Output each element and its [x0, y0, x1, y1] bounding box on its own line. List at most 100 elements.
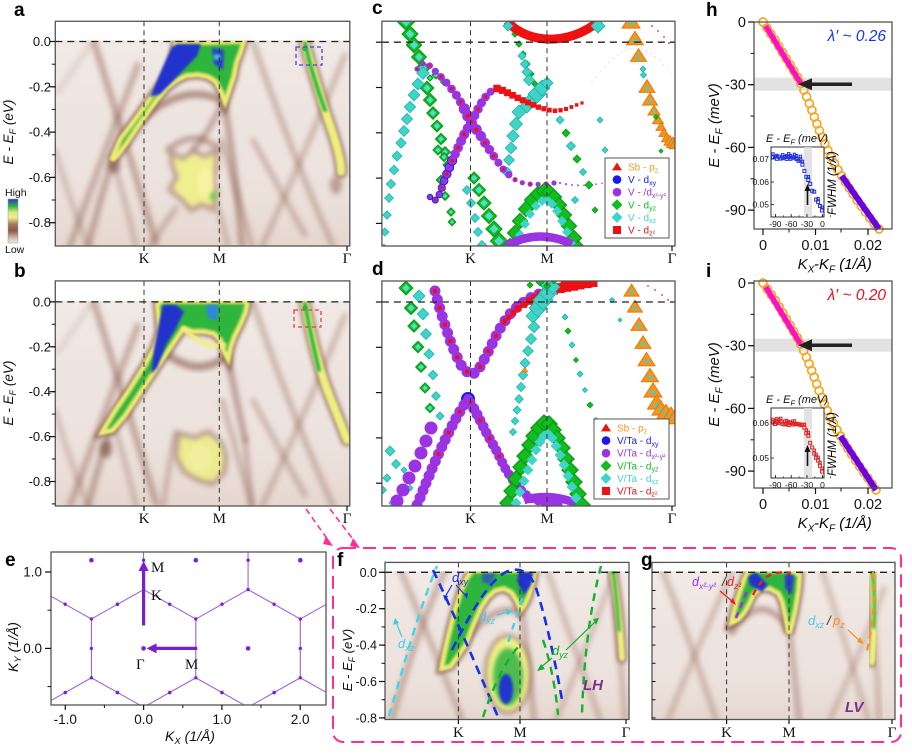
svg-text:0.07: 0.07 — [752, 154, 769, 164]
svg-text:V/Ta - dxz: V/Ta - dxz — [617, 474, 659, 486]
svg-text:LV: LV — [845, 699, 865, 716]
svg-text:Low: Low — [5, 244, 25, 256]
svg-text:M: M — [213, 511, 226, 527]
svg-text:-0.4: -0.4 — [29, 125, 51, 140]
svg-text:0.01: 0.01 — [801, 238, 829, 254]
svg-text:0.02: 0.02 — [854, 238, 882, 254]
svg-text:0.06: 0.06 — [752, 418, 769, 428]
svg-text:i: i — [706, 261, 711, 282]
svg-text:Γ: Γ — [888, 725, 897, 741]
svg-text:V/Ta - dxy: V/Ta - dxy — [617, 436, 659, 448]
svg-text:2.0: 2.0 — [291, 712, 310, 727]
svg-text:-KF (1/Å): -KF (1/Å) — [814, 515, 872, 534]
svg-text:-0.4: -0.4 — [29, 384, 51, 399]
svg-text:K: K — [453, 725, 464, 741]
svg-text:-60: -60 — [785, 219, 798, 229]
svg-text:0.05: 0.05 — [752, 200, 769, 210]
svg-text:0: 0 — [759, 497, 767, 513]
svg-text:M: M — [540, 511, 553, 527]
svg-text:-90: -90 — [769, 219, 782, 229]
svg-text:-0.8: -0.8 — [29, 215, 51, 230]
svg-text:-0.2: -0.2 — [355, 602, 377, 616]
svg-text:c: c — [372, 0, 383, 19]
svg-text:-0.2: -0.2 — [29, 339, 51, 354]
svg-text:V/Ta - dyz: V/Ta - dyz — [617, 461, 659, 473]
svg-text:KX: KX — [798, 256, 816, 275]
svg-text:0.05: 0.05 — [752, 453, 769, 463]
svg-text:K: K — [465, 511, 476, 527]
svg-text:h: h — [706, 0, 718, 21]
svg-text:E - EF (meV): E - EF (meV) — [706, 342, 725, 427]
svg-text:-1.0: -1.0 — [54, 712, 77, 727]
svg-text:0: 0 — [738, 15, 746, 31]
svg-text:E - EF (meV): E - EF (meV) — [766, 394, 828, 407]
svg-text:Γ: Γ — [668, 511, 677, 527]
svg-text:Sb - pz: Sb - pz — [617, 424, 648, 436]
svg-text:d: d — [372, 259, 384, 280]
svg-text:-60: -60 — [725, 401, 746, 417]
svg-text:M: M — [513, 725, 526, 741]
svg-text:M: M — [213, 251, 226, 267]
svg-text:Γ: Γ — [343, 511, 352, 527]
svg-text:M: M — [185, 657, 198, 673]
svg-text:0: 0 — [759, 238, 767, 254]
svg-text:0.0: 0.0 — [33, 34, 51, 49]
svg-text:b: b — [14, 261, 26, 282]
svg-text:E - EF (meV): E - EF (meV) — [766, 133, 828, 146]
svg-text:/: / — [826, 613, 832, 628]
svg-text:0: 0 — [820, 480, 825, 490]
svg-text:0: 0 — [820, 219, 825, 229]
svg-text:-0.6: -0.6 — [29, 170, 51, 185]
svg-text:-90: -90 — [725, 464, 746, 480]
svg-text:M: M — [540, 251, 553, 267]
svg-text:1.0: 1.0 — [213, 712, 232, 727]
svg-text:-0.6: -0.6 — [355, 675, 377, 689]
svg-text:V/Ta - dz²: V/Ta - dz² — [617, 487, 658, 499]
svg-text:FWHM (1/Å): FWHM (1/Å) — [826, 412, 839, 476]
svg-text:-0.6: -0.6 — [29, 429, 51, 444]
svg-text:-30: -30 — [801, 219, 814, 229]
svg-text:FWHM (1/Å): FWHM (1/Å) — [826, 151, 839, 215]
svg-text:K: K — [139, 251, 150, 267]
svg-text:a: a — [14, 0, 25, 21]
svg-text:0.02: 0.02 — [854, 497, 882, 513]
svg-text:E - EF (meV): E - EF (meV) — [706, 83, 725, 168]
svg-text:K: K — [465, 251, 476, 267]
svg-text:Sb - pz: Sb - pz — [628, 163, 659, 175]
svg-text:1.0: 1.0 — [23, 565, 42, 580]
svg-text:V - dz²: V - dz² — [628, 226, 656, 238]
svg-text:f: f — [337, 550, 344, 571]
svg-text:-0.2: -0.2 — [29, 79, 51, 94]
svg-text:LH: LH — [583, 677, 604, 694]
svg-text:0.06: 0.06 — [752, 177, 769, 187]
svg-text:0.0: 0.0 — [33, 294, 51, 309]
svg-text:λ′ ~ 0.20: λ′ ~ 0.20 — [827, 287, 887, 304]
svg-text:/: / — [721, 574, 727, 589]
svg-text:M: M — [782, 725, 795, 741]
svg-text:g: g — [641, 550, 653, 571]
svg-text:Γ: Γ — [136, 657, 145, 673]
svg-text:-30: -30 — [801, 480, 814, 490]
svg-text:K: K — [151, 588, 162, 604]
svg-text:Γ: Γ — [622, 725, 631, 741]
svg-text:-60: -60 — [785, 480, 798, 490]
svg-text:High: High — [5, 187, 27, 199]
svg-text:0.01: 0.01 — [801, 497, 829, 513]
svg-text:-0.4: -0.4 — [355, 639, 377, 653]
svg-text:E - EF (eV): E - EF (eV) — [1, 361, 18, 426]
svg-text:-60: -60 — [725, 140, 746, 156]
svg-text:Γ: Γ — [668, 251, 677, 267]
svg-text:Γ: Γ — [343, 251, 352, 267]
svg-text:-90: -90 — [769, 480, 782, 490]
svg-text:0: 0 — [738, 276, 746, 292]
svg-text:K: K — [139, 511, 150, 527]
svg-text:-30: -30 — [725, 339, 746, 355]
svg-text:e: e — [5, 550, 16, 571]
svg-text:K: K — [721, 725, 732, 741]
svg-text:0.0: 0.0 — [134, 712, 153, 727]
svg-text:0.0: 0.0 — [23, 641, 42, 656]
svg-text:M: M — [151, 560, 164, 576]
svg-text:0.0: 0.0 — [360, 566, 377, 580]
svg-text:-90: -90 — [725, 203, 746, 219]
svg-text:KX: KX — [798, 515, 816, 534]
